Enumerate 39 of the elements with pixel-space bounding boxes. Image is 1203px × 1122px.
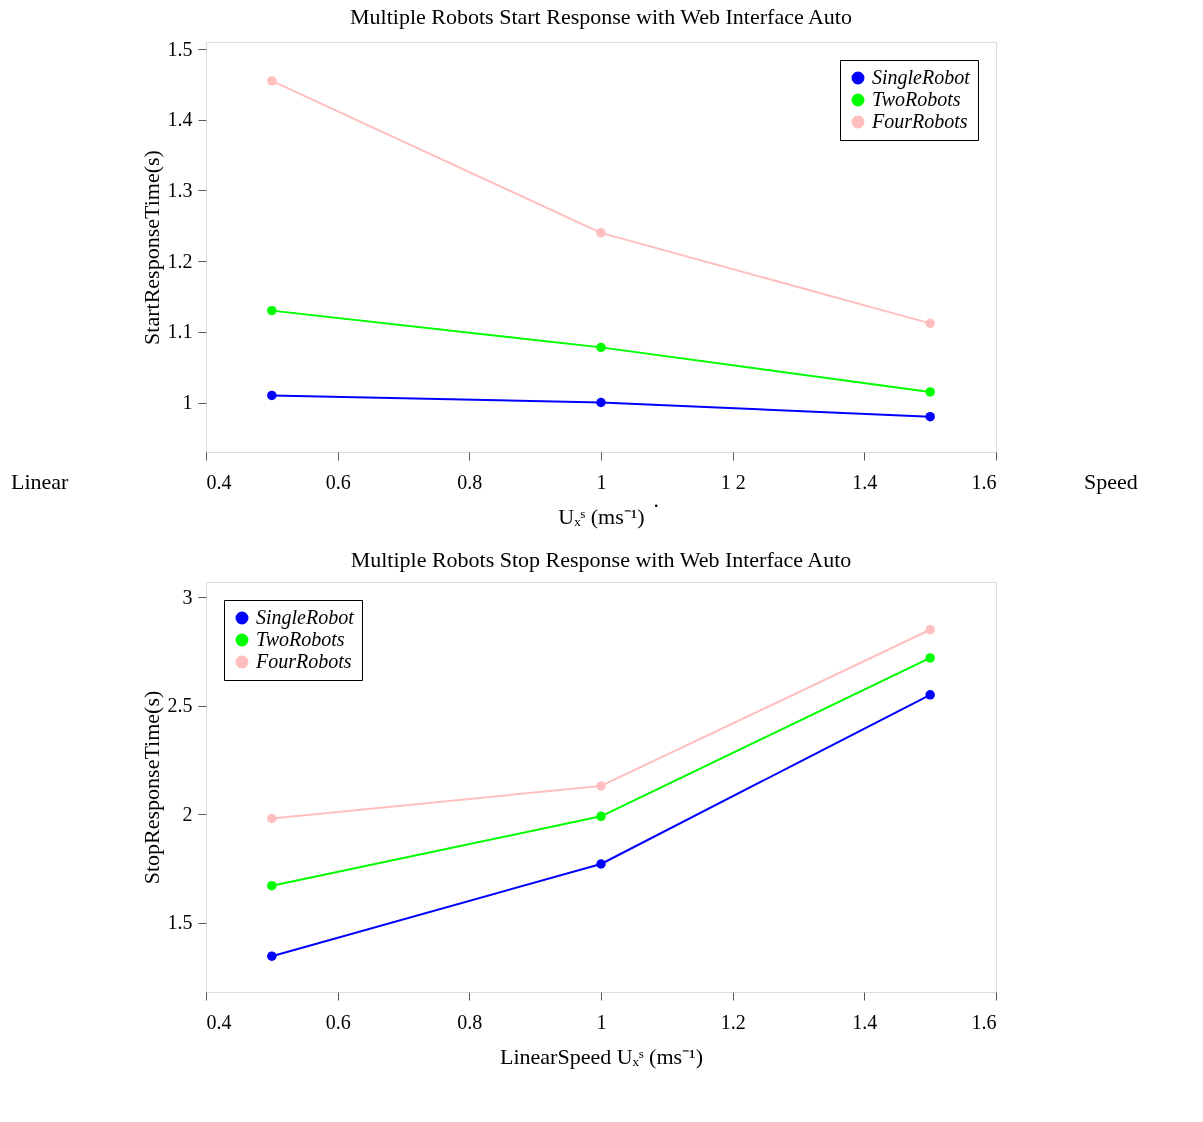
y-tick-label: 2 xyxy=(182,802,193,825)
x-axis-title: LinearSpeed Uₓˢ (ms⁻¹) xyxy=(499,1043,704,1069)
y-tick-label: 1.5 xyxy=(167,911,193,934)
chart-title: Multiple Robots Stop Response with Web Interface Auto xyxy=(350,547,852,572)
x-tick-label: 1 xyxy=(596,470,607,493)
x-tick-label: 0.8 xyxy=(457,470,483,493)
legend-label: SingleRobot xyxy=(872,66,971,89)
y-tick-label: 1.4 xyxy=(167,108,193,131)
x-tick-label: 1.4 xyxy=(852,470,878,493)
legend-label: TwoRobots xyxy=(872,88,961,110)
text: . xyxy=(653,487,660,512)
x-tick-label: 1.6 xyxy=(971,470,997,493)
text: Speed xyxy=(1084,469,1138,494)
chart-title: Multiple Robots Start Response with Web Interface Auto xyxy=(350,4,852,30)
x-tick-label: 0.4 xyxy=(206,1010,232,1033)
x-tick-label: 1.4 xyxy=(852,1010,878,1033)
x-tick-label: 1 xyxy=(596,1010,607,1033)
y-tick-label: 3 xyxy=(182,585,193,608)
y-axis-title: StopResponseTime(s) xyxy=(138,690,164,885)
y-tick-label: 1.3 xyxy=(167,178,193,201)
legend-label: TwoRobots xyxy=(256,628,345,650)
x-tick-label: 0.6 xyxy=(325,1010,351,1033)
x-axis-title: Uₓˢ (ms⁻¹) xyxy=(558,503,645,529)
x-tick-label: 1.2 xyxy=(720,1010,746,1033)
legend-label: SingleRobot xyxy=(256,606,355,629)
y-tick-label: 2.5 xyxy=(167,694,193,717)
x-tick-label: 0.6 xyxy=(325,470,351,493)
y-tick-label: 1.2 xyxy=(167,249,193,272)
y-tick-label: 1.1 xyxy=(167,320,193,343)
y-axis-title: StartResponseTime(s) xyxy=(138,150,164,345)
y-tick-label: 1.5 xyxy=(167,37,193,60)
text: Linear xyxy=(11,469,70,494)
x-tick-label: 0.8 xyxy=(457,1010,483,1033)
legend-label: FourRobots xyxy=(255,650,352,672)
x-tick-label: 1.6 xyxy=(971,1010,997,1033)
x-tick-label: 1 2 xyxy=(720,470,746,493)
legend-label: FourRobots xyxy=(871,110,968,132)
x-tick-label: 0.4 xyxy=(206,470,232,493)
y-tick-label: 1 xyxy=(182,391,193,414)
